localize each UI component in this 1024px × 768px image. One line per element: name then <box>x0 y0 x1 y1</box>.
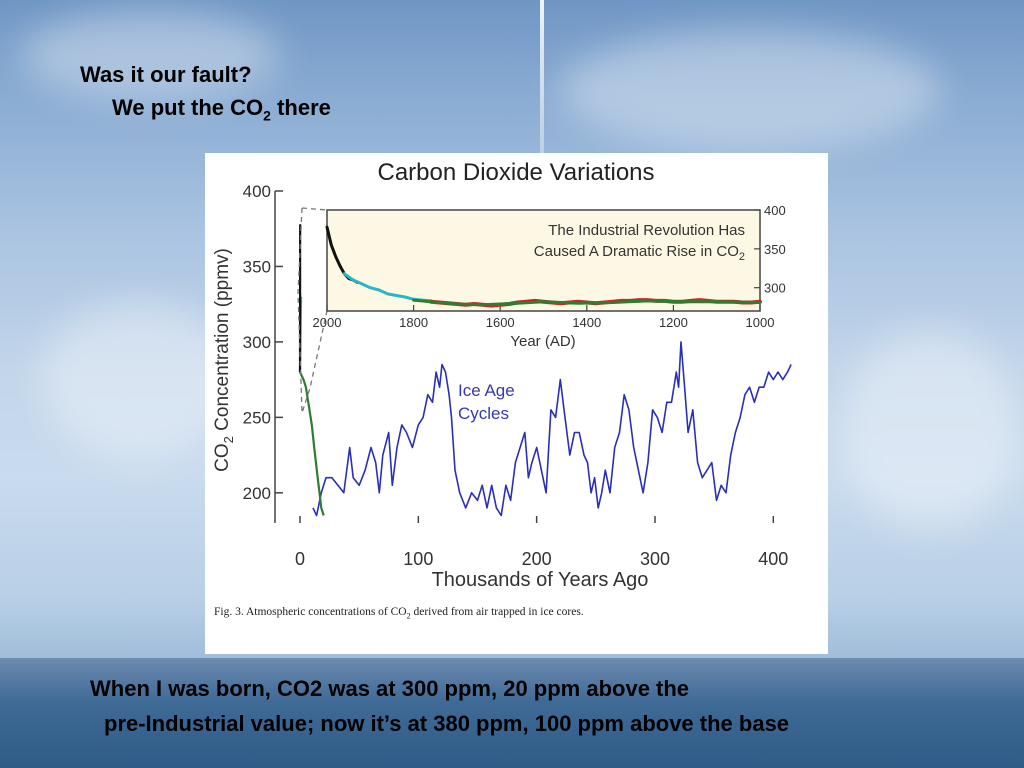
caption-subscript: 2 <box>406 611 411 621</box>
inset-series-3 <box>412 298 762 307</box>
main-series-0 <box>312 341 792 517</box>
inset-x-tick-label: 2000 <box>313 315 342 330</box>
inset-x-axis-label: Year (AD) <box>510 333 575 350</box>
sky-cloud <box>560 30 940 150</box>
inset-x-tick-label: 1200 <box>659 315 688 330</box>
caption-text-post: derived from air trapped in ice cores. <box>410 606 584 618</box>
inset-plot-area <box>326 209 761 312</box>
inset-title-subscript: 2 <box>739 251 745 263</box>
x-tick-label: 200 <box>522 549 552 569</box>
inset-title-line2: Caused A Dramatic Rise in CO2 <box>534 243 745 263</box>
inset-x-tick-label: 1000 <box>746 315 775 330</box>
co2-figure: Carbon Dioxide Variations 200 250 300 350 400… <box>205 153 828 654</box>
inset-title-line1: The Industrial Revolution Has <box>548 222 745 239</box>
background-mast <box>540 0 544 200</box>
bottom-note-line1: When I was born, CO2 was at 300 ppm, 20 … <box>90 676 690 701</box>
inset-x-tick-label: 1800 <box>399 315 428 330</box>
caption-text-pre: Fig. 3. Atmospheric concentrations of CO <box>214 606 407 618</box>
bottom-note-line2: pre-Industrial value; now it’s at 380 pp… <box>104 711 790 736</box>
y-tick-label: 200 <box>243 484 271 503</box>
inset-y-tick-label: 350 <box>764 242 786 257</box>
x-tick-label: 400 <box>758 549 788 569</box>
y-axis-label-part: CO <box>212 443 233 472</box>
y-axis-label-part: Concentration (ppmv) <box>212 248 233 436</box>
annotation-ice-age: Ice Age <box>458 381 515 400</box>
background-sea <box>0 658 1024 768</box>
co2-chart: Carbon Dioxide Variations 200 250 300 350 400… <box>212 159 792 591</box>
inset-x-tick-label: 1600 <box>486 315 515 330</box>
y-axis-label-subscript: 2 <box>221 436 236 443</box>
x-tick-label: 300 <box>640 549 670 569</box>
main-series-1 <box>299 371 325 516</box>
subheading-text-pre: We put the CO <box>112 95 264 120</box>
figure-caption: Fig. 3. Atmospheric concentrations of CO… <box>214 606 584 620</box>
annotation-cycles: Cycles <box>458 404 509 423</box>
inset-y-tick-label: 400 <box>764 203 786 218</box>
y-tick-label: 250 <box>243 408 271 427</box>
subheading-subscript: 2 <box>263 107 271 124</box>
subheading-text-post: there <box>270 95 331 120</box>
inset-y-tick-label: 300 <box>764 281 786 296</box>
x-tick-label: 100 <box>403 549 433 569</box>
slide-heading: Was it our fault? <box>80 62 252 87</box>
sky-cloud <box>840 330 1020 530</box>
chart-title: Carbon Dioxide Variations <box>377 159 654 186</box>
y-tick-label: 400 <box>243 182 271 201</box>
inset-connector <box>297 207 328 414</box>
y-tick-label: 350 <box>243 257 271 276</box>
sky-cloud <box>20 10 280 100</box>
inset-title-part: Caused A Dramatic Rise in CO <box>534 243 739 260</box>
y-tick-label: 300 <box>243 333 271 352</box>
inset-x-tick-label: 1400 <box>572 315 601 330</box>
x-axis-label: Thousands of Years Ago <box>432 569 649 591</box>
slide-subheading: We put the CO2 there <box>112 95 331 123</box>
x-tick-label: 0 <box>295 549 305 569</box>
y-axis-label: CO2 Concentration (ppmv) <box>212 248 236 472</box>
